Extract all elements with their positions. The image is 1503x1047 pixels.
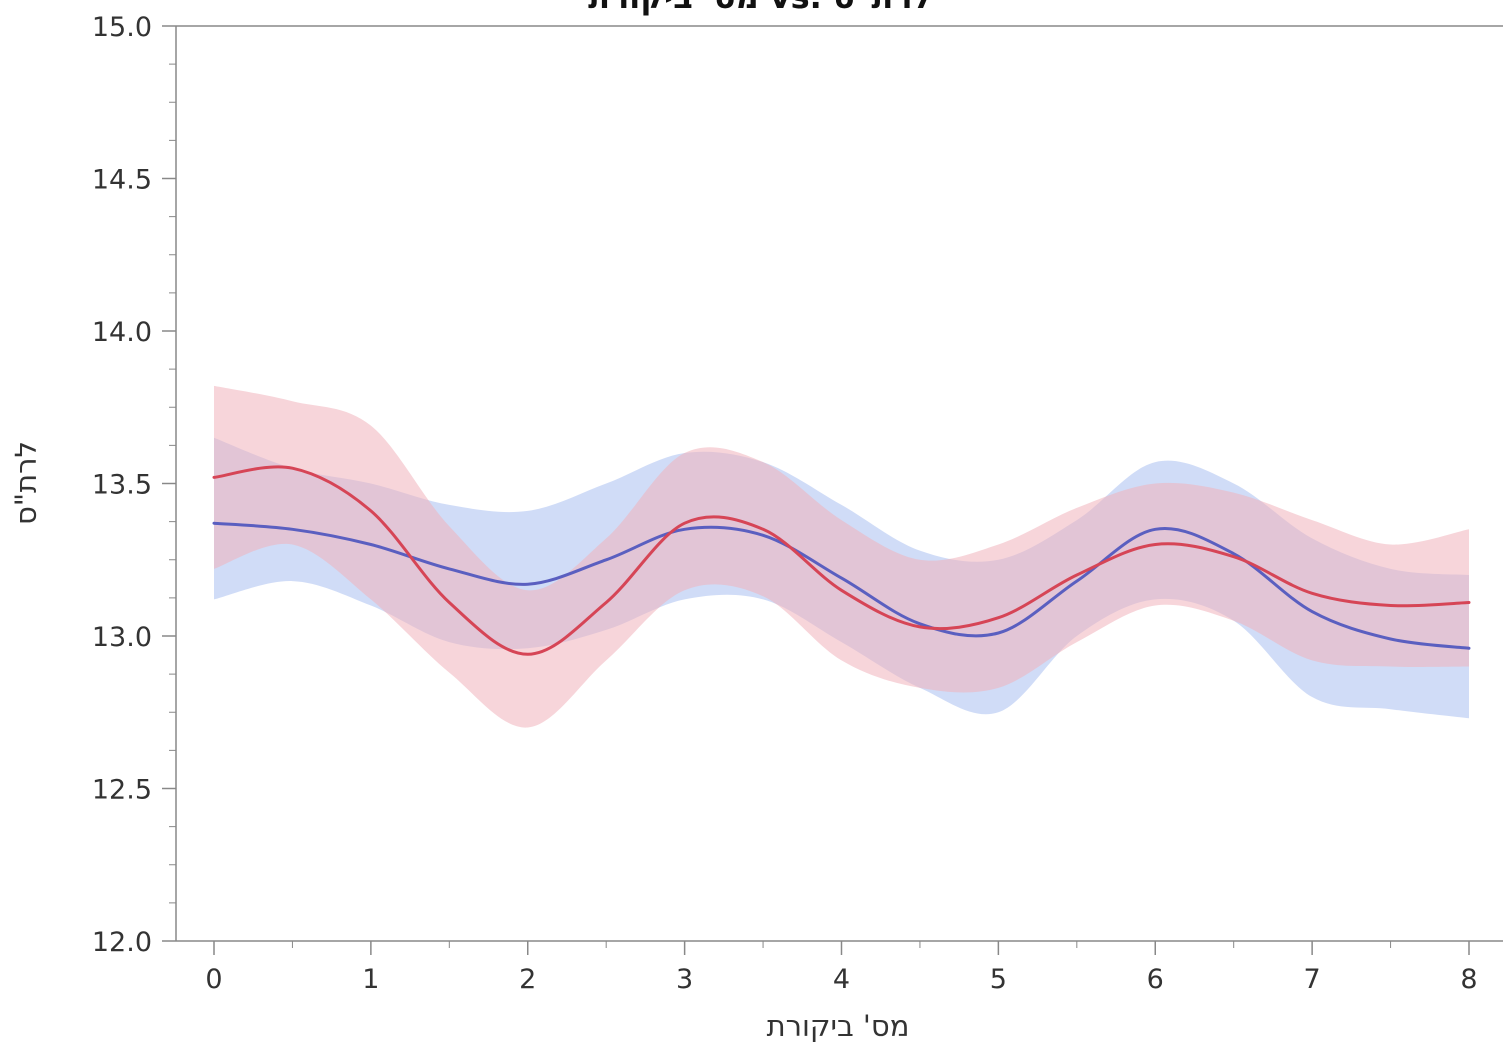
x-axis-ticks: 0 1 2 3 4 5 6 7 8 bbox=[205, 941, 1478, 995]
x-tick-label: 4 bbox=[833, 964, 850, 995]
y-tick-label: 14.0 bbox=[92, 317, 152, 348]
x-tick-label: 5 bbox=[990, 964, 1007, 995]
x-tick-label: 7 bbox=[1304, 964, 1321, 995]
series-line-2 bbox=[212, 465, 1471, 656]
series-line-1 bbox=[212, 521, 1471, 650]
y-tick-label: 12.5 bbox=[92, 775, 152, 806]
y-tick-label: 15.0 bbox=[92, 12, 152, 43]
y-axis-title: לרת"ס bbox=[9, 441, 43, 525]
series-lines bbox=[212, 465, 1471, 656]
x-tick-label: 0 bbox=[205, 964, 222, 995]
x-tick-label: 8 bbox=[1460, 964, 1477, 995]
x-tick-label: 6 bbox=[1147, 964, 1164, 995]
x-tick-label: 3 bbox=[676, 964, 693, 995]
y-tick-label: 14.5 bbox=[92, 165, 152, 196]
x-tick-label: 1 bbox=[362, 964, 379, 995]
y-tick-label: 13.0 bbox=[92, 622, 152, 653]
y-axis-ticks: 12.0 12.5 13.0 13.5 14.0 14.5 15.0 bbox=[92, 12, 176, 958]
y-tick-label: 13.5 bbox=[92, 470, 152, 501]
chart-title: מס' ביקורת vs. לרת"ס bbox=[588, 0, 932, 16]
x-tick-label: 2 bbox=[519, 964, 536, 995]
confidence-bands bbox=[214, 385, 1469, 728]
x-axis-title: מס' ביקורת bbox=[767, 1009, 910, 1043]
y-tick-label: 12.0 bbox=[92, 927, 152, 958]
confidence-band-series-2 bbox=[214, 385, 1469, 728]
